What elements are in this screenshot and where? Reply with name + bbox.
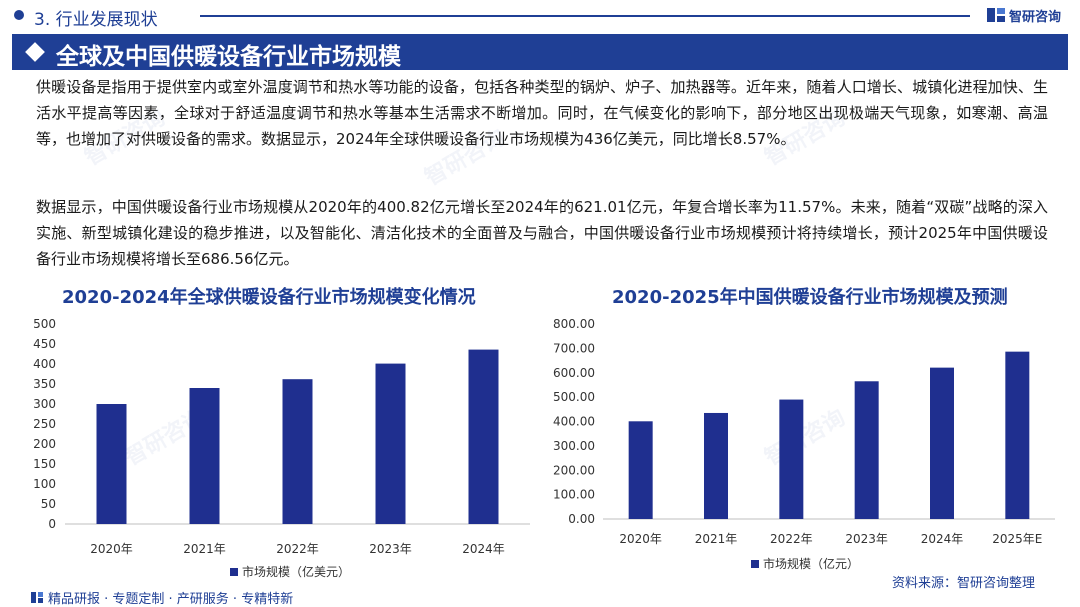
x-tick-label: 2023年 — [369, 542, 412, 556]
bar — [779, 399, 804, 519]
y-tick-label: 300.00 — [553, 439, 595, 453]
bar — [282, 379, 313, 524]
bar — [468, 349, 499, 524]
bar — [628, 421, 653, 519]
y-tick-label: 600.00 — [553, 366, 595, 380]
y-tick-label: 250 — [33, 417, 56, 431]
y-tick-label: 200 — [33, 437, 56, 451]
global-market-chart-svg: 0 50 100 150 200 250 300 350 400 450 500 2020年 2021年… — [33, 317, 530, 579]
x-tick-label: 2020年 — [619, 532, 662, 546]
x-tick-label: 2021年 — [183, 542, 226, 556]
y-tick-label: 500.00 — [553, 390, 595, 404]
bar — [96, 404, 127, 524]
china-market-chart: 0.00 100.00 200.00 300.00 400.00 500.00 600.00… — [545, 312, 1065, 582]
y-tick-label: 350 — [33, 377, 56, 391]
section-bullet-icon — [14, 10, 24, 20]
intro-paragraph: 供暖设备是指用于提供室内或室外温度调节和热水等功能的设备，包括各种类型的锅炉、炉… — [36, 78, 1048, 148]
bar — [854, 381, 879, 519]
brand-logo-text: 智研咨询 — [1009, 9, 1062, 25]
section-heading: 3. 行业发展现状 — [34, 10, 158, 30]
y-tick-label: 50 — [41, 497, 56, 511]
brand-logo-icon — [987, 8, 1005, 22]
y-tick-label: 400 — [33, 357, 56, 371]
y-tick-label: 100 — [33, 477, 56, 491]
x-tick-label: 2020年 — [90, 542, 133, 556]
y-tick-label: 300 — [33, 397, 56, 411]
header-divider — [200, 15, 970, 17]
global-market-chart: 0 50 100 150 200 250 300 350 400 450 500 2020年 2021年… — [20, 312, 540, 582]
y-tick-label: 800.00 — [553, 317, 595, 331]
x-tick-label: 2021年 — [695, 532, 738, 546]
bar — [189, 388, 220, 524]
footer-services-text: 精品研报 · 专题定制 · 产研服务 · 专精特新 — [48, 592, 294, 607]
china-market-paragraph: 数据显示，中国供暖设备行业市场规模从2020年的400.82亿元增长至2024年… — [36, 198, 1048, 268]
y-tick-label: 150 — [33, 457, 56, 471]
legend-label: 市场规模（亿美元） — [242, 564, 350, 579]
chart-legend: 市场规模（亿美元） — [230, 564, 350, 579]
x-tick-label: 2025年E — [992, 532, 1042, 546]
bar — [1005, 351, 1030, 519]
y-tick-label: 400.00 — [553, 415, 595, 429]
y-tick-label: 500 — [33, 317, 56, 331]
x-tick-label: 2023年 — [845, 532, 888, 546]
footer: 精品研报 · 专题定制 · 产研服务 · 专精特新 — [0, 584, 1080, 607]
china-market-chart-svg: 0.00 100.00 200.00 300.00 400.00 500.00 600.00… — [553, 317, 1055, 571]
page-title: 全球及中国供暖设备行业市场规模 — [56, 44, 401, 70]
legend-swatch — [230, 568, 238, 576]
x-tick-label: 2024年 — [462, 542, 505, 556]
bar — [375, 363, 406, 524]
y-tick-label: 200.00 — [553, 463, 595, 477]
y-tick-label: 450 — [33, 337, 56, 351]
x-tick-label: 2024年 — [921, 532, 964, 546]
chart-legend: 市场规模（亿元） — [751, 556, 859, 571]
global-chart-title: 2020-2024年全球供暖设备行业市场规模变化情况 — [62, 287, 476, 308]
y-tick-label: 0 — [48, 517, 56, 531]
china-chart-title: 2020-2025年中国供暖设备行业市场规模及预测 — [612, 287, 1008, 308]
data-source: 资料来源：智研咨询整理 — [892, 576, 1036, 591]
bar — [930, 367, 954, 519]
y-tick-label: 700.00 — [553, 341, 595, 355]
top-bar: 3. 行业发展现状 智研咨询 — [0, 0, 1080, 30]
y-tick-label: 0.00 — [568, 512, 595, 526]
x-tick-label: 2022年 — [770, 532, 813, 546]
x-tick-label: 2022年 — [276, 542, 319, 556]
footer-logo-icon — [31, 592, 43, 603]
title-banner: 全球及中国供暖设备行业市场规模 — [12, 34, 1068, 70]
y-tick-label: 100.00 — [553, 488, 595, 502]
footer-services: 精品研报 · 专题定制 · 产研服务 · 专精特新 — [30, 588, 293, 607]
bar — [704, 412, 728, 519]
legend-label: 市场规模（亿元） — [763, 556, 859, 571]
brand-logo: 智研咨询 — [986, 5, 1061, 25]
diamond-icon — [25, 42, 45, 62]
legend-swatch — [751, 560, 759, 568]
